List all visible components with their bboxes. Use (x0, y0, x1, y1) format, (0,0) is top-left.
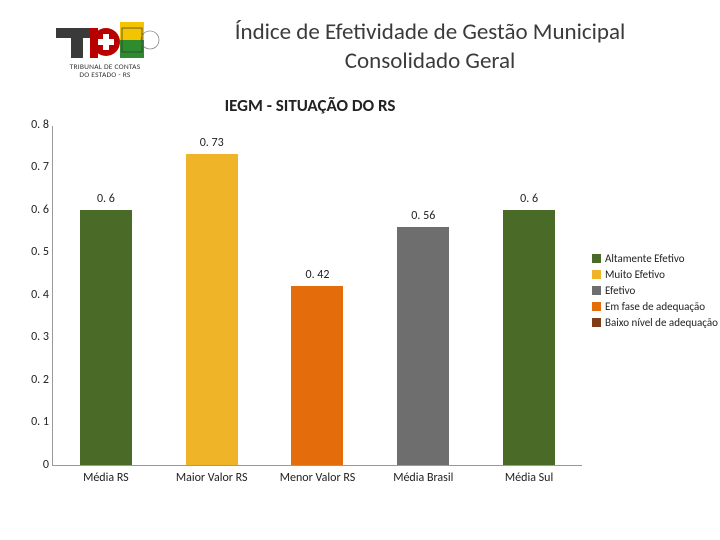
legend-item: Baixo nível de adequação (592, 316, 718, 329)
bar-value-label: 0. 73 (200, 136, 224, 150)
bar: 0. 6 (503, 210, 555, 465)
title-line2: Consolidado Geral (345, 47, 515, 75)
title-line1: Índice de Efetividade de Gestão Municipa… (235, 18, 626, 46)
chart-title: IEGM - SITUAÇÃO DO RS (0, 95, 720, 116)
bar-value-label: 0. 56 (411, 209, 435, 223)
legend-item: Efetivo (592, 284, 718, 297)
bar-slot: 0. 6Média Sul (476, 126, 582, 465)
legend-swatch (592, 270, 601, 279)
chart: 0. 6Média RS0. 73Maior Valor RS0. 42Meno… (0, 122, 720, 522)
category-label: Média RS (83, 471, 129, 485)
bar-value-label: 0. 42 (305, 268, 329, 282)
legend-swatch (592, 318, 601, 327)
category-label: Maior Valor RS (176, 471, 248, 485)
bars-container: 0. 6Média RS0. 73Maior Valor RS0. 42Meno… (53, 126, 582, 465)
y-tick: 0. 7 (19, 160, 49, 174)
legend-label: Em fase de adequação (605, 300, 705, 313)
y-tick: 0. 1 (19, 415, 49, 429)
y-tick: 0. 2 (19, 373, 49, 387)
legend-label: Baixo nível de adequação (605, 316, 718, 329)
bar: 0. 73 (186, 154, 238, 464)
legend-item: Muito Efetivo (592, 268, 718, 281)
bar: 0. 42 (291, 286, 343, 465)
bar-slot: 0. 6Média RS (53, 126, 159, 465)
y-tick: 0. 6 (19, 203, 49, 217)
legend-label: Efetivo (605, 284, 635, 297)
bar-value-label: 0. 6 (520, 192, 538, 206)
plot-area: 0. 6Média RS0. 73Maior Valor RS0. 42Meno… (52, 126, 582, 466)
header: TRIBUNAL DE CONTAS DO ESTADO - RS Índice… (0, 0, 720, 89)
y-tick: 0. 4 (19, 288, 49, 302)
y-tick: 0. 3 (19, 330, 49, 344)
legend-swatch (592, 286, 601, 295)
org-name: TRIBUNAL DE CONTAS DO ESTADO - RS (70, 64, 141, 81)
y-tick: 0 (19, 458, 49, 472)
org-line2: DO ESTADO - RS (79, 71, 130, 80)
legend: Altamente Efetivo Muito Efetivo Efetivo Em … (592, 252, 718, 332)
y-tick: 0. 5 (19, 245, 49, 259)
category-label: Média Sul (505, 471, 553, 485)
legend-item: Altamente Efetivo (592, 252, 718, 265)
bar: 0. 6 (80, 210, 132, 465)
legend-swatch (592, 254, 601, 263)
bar: 0. 56 (397, 227, 449, 465)
page-title: Índice de Efetividade de Gestão Municipa… (180, 18, 700, 76)
y-tick: 0. 8 (19, 118, 49, 132)
legend-swatch (592, 302, 601, 311)
bar-slot: 0. 73Maior Valor RS (159, 126, 265, 465)
category-label: Média Brasil (393, 471, 453, 485)
bar-value-label: 0. 6 (97, 192, 115, 206)
category-label: Menor Valor RS (280, 471, 356, 485)
bar-slot: 0. 56Média Brasil (370, 126, 476, 465)
legend-label: Altamente Efetivo (605, 252, 685, 265)
legend-label: Muito Efetivo (605, 268, 665, 281)
bar-slot: 0. 42Menor Valor RS (265, 126, 371, 465)
legend-item: Em fase de adequação (592, 300, 718, 313)
org-logo (50, 18, 160, 62)
logo-block: TRIBUNAL DE CONTAS DO ESTADO - RS (40, 18, 170, 81)
